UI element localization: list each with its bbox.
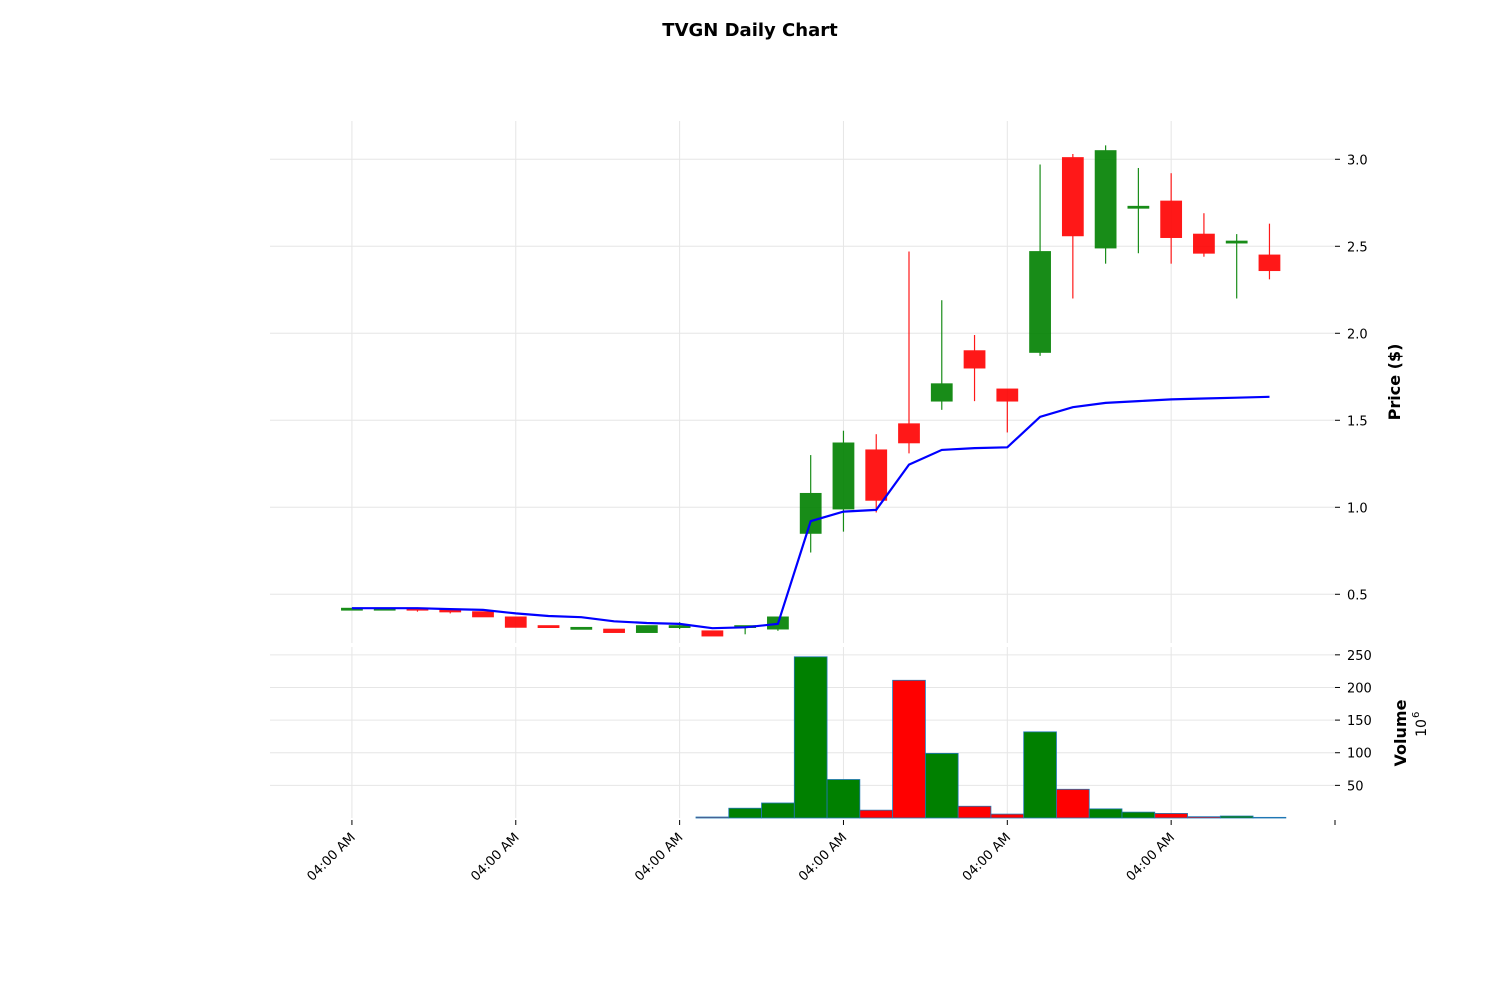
volume-axis-label: Volume: [1391, 699, 1410, 766]
candle: [635, 625, 658, 633]
candle-body: [537, 625, 560, 628]
chart-title: TVGN Daily Chart: [662, 20, 838, 41]
candle-body: [1193, 233, 1215, 254]
volume-bar: [761, 802, 795, 819]
price-grid: [270, 121, 1335, 643]
candle: [603, 628, 625, 633]
candle: [570, 626, 593, 630]
volume-tick-label: 50: [1347, 779, 1364, 794]
moving-average-line: [351, 395, 1270, 630]
candle: [504, 616, 527, 628]
price-axis-ticks: 0.5 1.0 1.5 2.0 2.5 3.0: [1335, 153, 1368, 603]
volume-exponent-power: 6: [1411, 712, 1422, 718]
candle-body: [996, 388, 1019, 402]
candle-body: [635, 625, 658, 633]
volume-bars: [695, 656, 1287, 819]
volume-bar: [1219, 815, 1254, 819]
candle: [1127, 167, 1150, 254]
candle-body: [832, 442, 855, 510]
candle-body: [1225, 240, 1248, 244]
price-tick-label: 2.0: [1347, 327, 1368, 342]
volume-bar: [695, 816, 730, 819]
volume-exponent: 10 6: [1411, 712, 1430, 737]
volume-tick-label: 100: [1347, 747, 1372, 762]
volume-bar: [990, 813, 1025, 819]
x-tick-label: 04:00 AM: [1124, 830, 1178, 884]
x-tick-label: 04:00 AM: [632, 830, 686, 884]
x-tick-label: 04:00 AM: [305, 830, 359, 884]
candle: [799, 455, 822, 553]
candle-body: [668, 625, 691, 628]
candle: [472, 611, 494, 618]
candles: [341, 145, 1281, 637]
price-tick-label: 1.0: [1347, 501, 1368, 516]
price-tick-label: 1.5: [1347, 414, 1368, 429]
candle-body: [570, 626, 593, 630]
x-tick-label: 04:00 AM: [468, 830, 522, 884]
volume-bar: [1252, 816, 1287, 819]
candle: [701, 630, 724, 637]
candle: [537, 625, 560, 628]
candle: [1094, 145, 1117, 264]
volume-bar: [924, 752, 959, 819]
candle: [930, 300, 953, 410]
volume-bar: [1023, 731, 1057, 819]
volume-tick-label: 150: [1347, 714, 1372, 729]
candle: [1193, 213, 1215, 257]
volume-tick-label: 250: [1347, 649, 1372, 664]
volume-bar: [1056, 788, 1090, 819]
price-tick-label: 2.5: [1347, 240, 1368, 255]
candle: [1160, 173, 1183, 264]
volume-axis-ticks: 50 100 150 200 250: [1335, 649, 1372, 794]
candle-body: [1094, 150, 1117, 249]
candle-body: [963, 350, 986, 369]
x-tick-label: 04:00 AM: [796, 830, 850, 884]
candle-body: [898, 423, 920, 444]
volume-tick-label: 200: [1347, 681, 1372, 696]
volume-bar: [793, 656, 828, 819]
candle-body: [472, 611, 494, 618]
candle-body: [865, 449, 888, 501]
candle: [1061, 154, 1084, 299]
candle: [898, 251, 920, 454]
candle-body: [1061, 157, 1084, 237]
volume-exponent-base: 10: [1414, 719, 1430, 737]
volume-bar: [859, 809, 894, 819]
volume-bar: [892, 679, 926, 819]
volume-bar: [826, 779, 861, 819]
volume-bar: [1187, 816, 1221, 819]
candle-body: [1127, 205, 1150, 209]
candle: [1029, 164, 1051, 356]
volume-bar: [1121, 811, 1156, 819]
candle: [1225, 234, 1248, 299]
candle-body: [504, 616, 527, 628]
volume-bar: [728, 807, 762, 819]
candle: [963, 335, 986, 402]
price-tick-label: 3.0: [1347, 153, 1368, 168]
candle-body: [799, 492, 822, 534]
candle: [996, 388, 1019, 433]
volume-bar: [957, 805, 992, 819]
candle: [832, 430, 855, 532]
price-tick-label: 0.5: [1347, 588, 1368, 603]
candle-body: [930, 383, 953, 402]
volume-bar: [1154, 813, 1188, 819]
candle: [439, 609, 462, 614]
x-axis-ticks: 04:00 AM 04:00 AM 04:00 AM 04:00 AM 04:00 AM…: [305, 820, 1336, 884]
candle-body: [1029, 251, 1051, 353]
candle-body: [1258, 254, 1281, 272]
candle-body: [1160, 200, 1183, 238]
candle: [865, 434, 888, 513]
price-axis-label: Price ($): [1385, 344, 1404, 421]
candle-body: [701, 630, 724, 637]
volume-bar: [1088, 808, 1123, 819]
candle: [1258, 223, 1281, 280]
x-tick-label: 04:00 AM: [960, 830, 1014, 884]
candle-body: [603, 628, 625, 633]
